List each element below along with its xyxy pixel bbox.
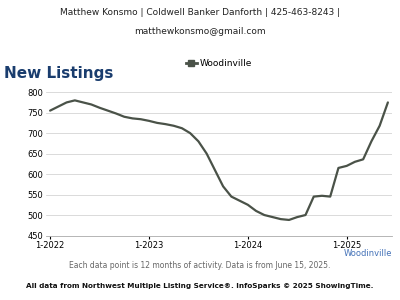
Text: Each data point is 12 months of activity. Data is from June 15, 2025.: Each data point is 12 months of activity… — [69, 261, 331, 270]
Text: Matthew Konsmo | Coldwell Banker Danforth | 425-463-8243 |: Matthew Konsmo | Coldwell Banker Danfort… — [60, 8, 340, 17]
Text: Woodinville: Woodinville — [344, 249, 392, 258]
Text: New Listings: New Listings — [4, 66, 113, 81]
Text: matthewkonsmo@gmail.com: matthewkonsmo@gmail.com — [134, 27, 266, 36]
Legend: Woodinville: Woodinville — [182, 55, 256, 71]
Text: All data from Northwest Multiple Listing Service®. InfoSparks © 2025 ShowingTime: All data from Northwest Multiple Listing… — [26, 283, 374, 289]
